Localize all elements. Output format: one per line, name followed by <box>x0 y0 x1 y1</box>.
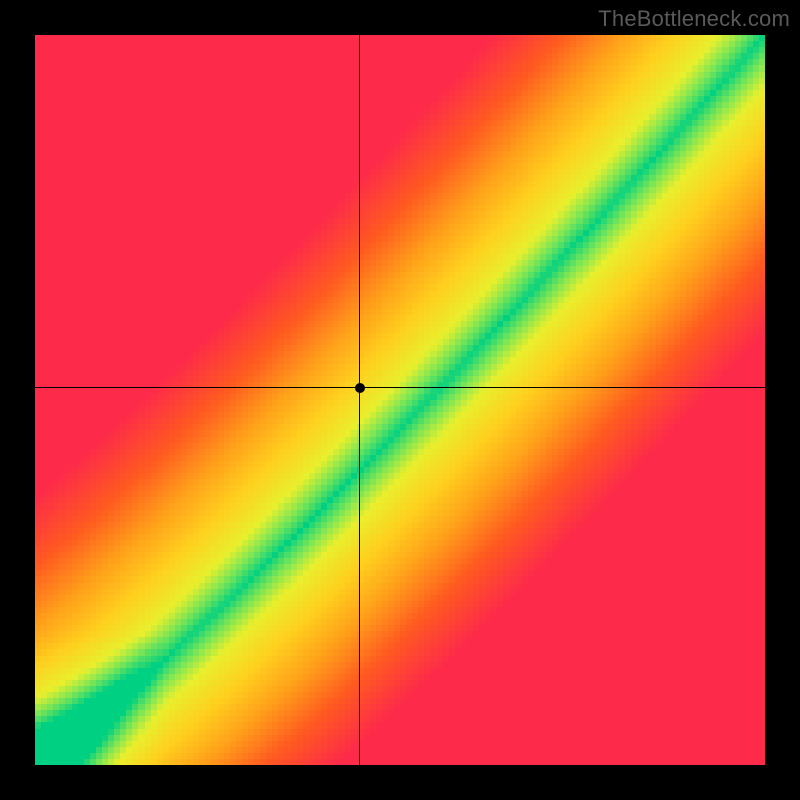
crosshair-vertical <box>359 35 360 765</box>
watermark-text: TheBottleneck.com <box>598 6 790 32</box>
crosshair-horizontal <box>35 387 765 388</box>
crosshair-dot <box>355 383 365 393</box>
heatmap-canvas <box>35 35 765 765</box>
plot-area <box>35 35 765 765</box>
chart-frame: TheBottleneck.com <box>0 0 800 800</box>
